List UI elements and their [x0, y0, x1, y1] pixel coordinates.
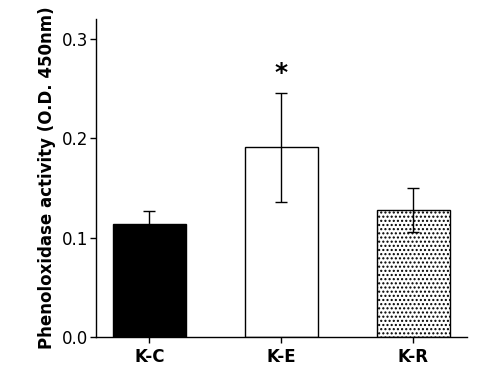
Bar — [113, 224, 185, 337]
Bar — [245, 147, 317, 337]
Y-axis label: Phenoloxidase activity (O.D. 450nm): Phenoloxidase activity (O.D. 450nm) — [38, 7, 56, 349]
Bar — [376, 210, 449, 337]
Text: *: * — [274, 61, 288, 85]
